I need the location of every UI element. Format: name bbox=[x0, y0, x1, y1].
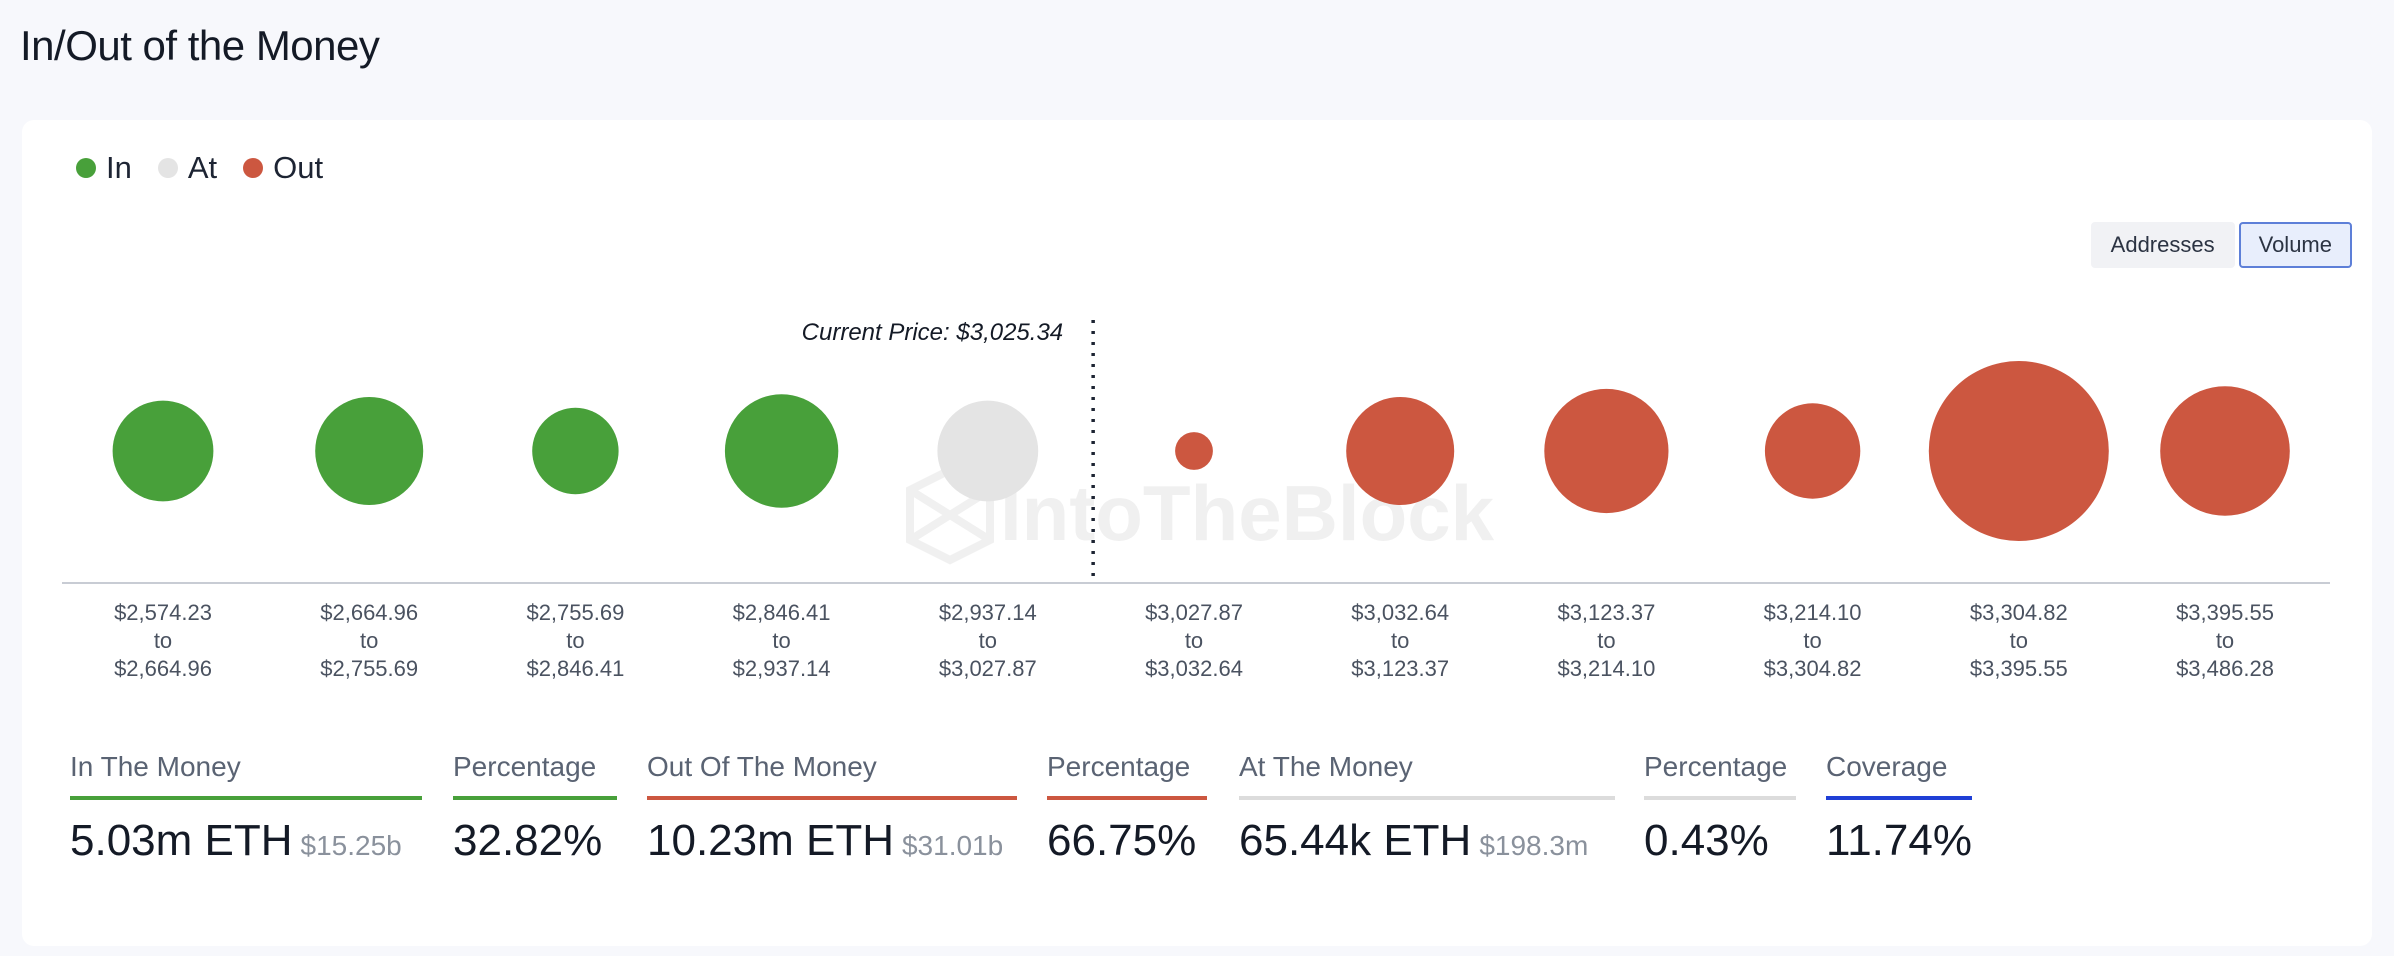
x-tick-label: $3,395.55 to $3,486.28 bbox=[2176, 600, 2274, 681]
stat-in-percentage: Percentage 32.82% bbox=[453, 748, 617, 866]
stat-at-percentage: Percentage 0.43% bbox=[1644, 748, 1796, 866]
chart-card bbox=[22, 120, 2372, 946]
stat-value-main: 11.74% bbox=[1826, 816, 1972, 865]
stat-label: Percentage bbox=[453, 751, 597, 782]
stat-value-main: 66.75% bbox=[1047, 816, 1197, 865]
legend-dot-in-icon bbox=[76, 158, 96, 178]
bubble-out[interactable] bbox=[1928, 361, 2109, 541]
stat-at-the-money: At The Money 65.44k ETH $198.3m bbox=[1239, 748, 1615, 866]
legend-item-at[interactable]: At bbox=[157, 150, 218, 186]
bubble-out[interactable] bbox=[2160, 386, 2290, 516]
legend-label-at: At bbox=[187, 150, 218, 185]
bubbles bbox=[112, 361, 2290, 541]
x-tick-label: $3,027.87 to $3,032.64 bbox=[1145, 600, 1243, 681]
stat-underline bbox=[453, 796, 617, 800]
stat-underline bbox=[1644, 796, 1796, 800]
bubble-in[interactable] bbox=[112, 400, 214, 502]
stat-underline bbox=[647, 796, 1017, 800]
bubble-in[interactable] bbox=[532, 407, 619, 495]
stat-in-the-money: In The Money 5.03m ETH $15.25b bbox=[70, 748, 422, 866]
stat-value: 0.43% bbox=[1644, 816, 1796, 866]
stat-value-usd: $198.3m bbox=[1479, 830, 1589, 861]
bubble-out[interactable] bbox=[1175, 432, 1213, 470]
legend-dot-at-icon bbox=[157, 158, 178, 178]
stat-label: Percentage bbox=[1047, 751, 1191, 782]
stat-underline bbox=[1239, 796, 1615, 800]
legend: In At Out bbox=[76, 150, 323, 186]
x-tick-label: $2,755.69 to $2,846.41 bbox=[526, 600, 624, 681]
x-tick-label: $3,032.64 to $3,123.37 bbox=[1351, 600, 1449, 681]
stat-label: At The Money bbox=[1239, 751, 1413, 782]
stat-value-main: 10.23m ETH bbox=[647, 816, 894, 865]
x-tick-label: $3,214.10 to $3,304.82 bbox=[1764, 600, 1862, 681]
stat-out-of-the-money: Out Of The Money 10.23m ETH $31.01b bbox=[647, 748, 1017, 866]
x-tick-label: $2,574.23 to $2,664.96 bbox=[114, 600, 212, 681]
bubble-at[interactable] bbox=[937, 400, 1039, 502]
stat-value: 10.23m ETH $31.01b bbox=[647, 816, 1017, 866]
stat-value: 5.03m ETH $15.25b bbox=[70, 816, 422, 866]
legend-item-out[interactable]: Out bbox=[243, 150, 323, 186]
stat-label: Coverage bbox=[1826, 751, 1948, 782]
current-price-label: Current Price: $3,025.34 bbox=[802, 319, 1063, 346]
stat-label: Percentage bbox=[1644, 751, 1788, 782]
bubble-out[interactable] bbox=[1544, 388, 1669, 514]
page-title: In/Out of the Money bbox=[20, 22, 380, 69]
bubble-in[interactable] bbox=[724, 394, 839, 508]
stat-underline bbox=[1826, 796, 1972, 800]
legend-dot-out-icon bbox=[243, 158, 264, 178]
legend-label-out: Out bbox=[273, 150, 324, 185]
x-tick-label: $2,937.14 to $3,027.87 bbox=[939, 600, 1037, 681]
x-tick-label: $3,123.37 to $3,214.10 bbox=[1557, 600, 1655, 681]
stat-value-main: 0.43% bbox=[1644, 816, 1769, 865]
x-tick-label: $2,846.41 to $2,937.14 bbox=[733, 600, 831, 681]
stat-value-usd: $15.25b bbox=[300, 830, 402, 861]
bubble-out[interactable] bbox=[1346, 397, 1455, 505]
x-tick-labels: $2,574.23 to $2,664.96 $2,664.96 to $2,755.69… bbox=[114, 600, 2274, 681]
stat-value: 65.44k ETH $198.3m bbox=[1239, 816, 1615, 866]
stat-value: 11.74% bbox=[1826, 816, 1972, 866]
stat-value-main: 32.82% bbox=[453, 816, 603, 865]
bubble-in[interactable] bbox=[315, 397, 424, 505]
stat-value: 32.82% bbox=[453, 816, 617, 866]
addresses-button[interactable]: Addresses bbox=[2090, 222, 2235, 268]
view-toggle: Addresses Volume bbox=[2090, 222, 2352, 268]
stat-out-percentage: Percentage 66.75% bbox=[1047, 748, 1207, 866]
stat-value-main: 5.03m ETH bbox=[70, 816, 293, 865]
bubble-out[interactable] bbox=[1764, 403, 1861, 499]
stat-underline bbox=[70, 796, 422, 800]
volume-button[interactable]: Volume bbox=[2238, 222, 2352, 268]
stat-label: In The Money bbox=[70, 751, 241, 782]
stat-value-main: 65.44k ETH bbox=[1239, 816, 1472, 865]
stat-coverage: Coverage 11.74% bbox=[1826, 748, 1972, 866]
x-tick-label: $2,664.96 to $2,755.69 bbox=[320, 600, 418, 681]
x-tick-label: $3,304.82 to $3,395.55 bbox=[1970, 600, 2068, 681]
stat-value: 66.75% bbox=[1047, 816, 1207, 866]
legend-item-in[interactable]: In bbox=[76, 150, 132, 186]
bubble-chart: IntoTheBlock $2,574.23 to $2,664.96$2,664.… bbox=[62, 319, 2330, 681]
stat-label: Out Of The Money bbox=[647, 751, 877, 782]
legend-label-in: In bbox=[106, 150, 132, 185]
stat-underline bbox=[1047, 796, 1207, 800]
current-price-marker: Current Price: $3,025.34 bbox=[802, 319, 1095, 582]
stat-value-usd: $31.01b bbox=[901, 830, 1004, 861]
